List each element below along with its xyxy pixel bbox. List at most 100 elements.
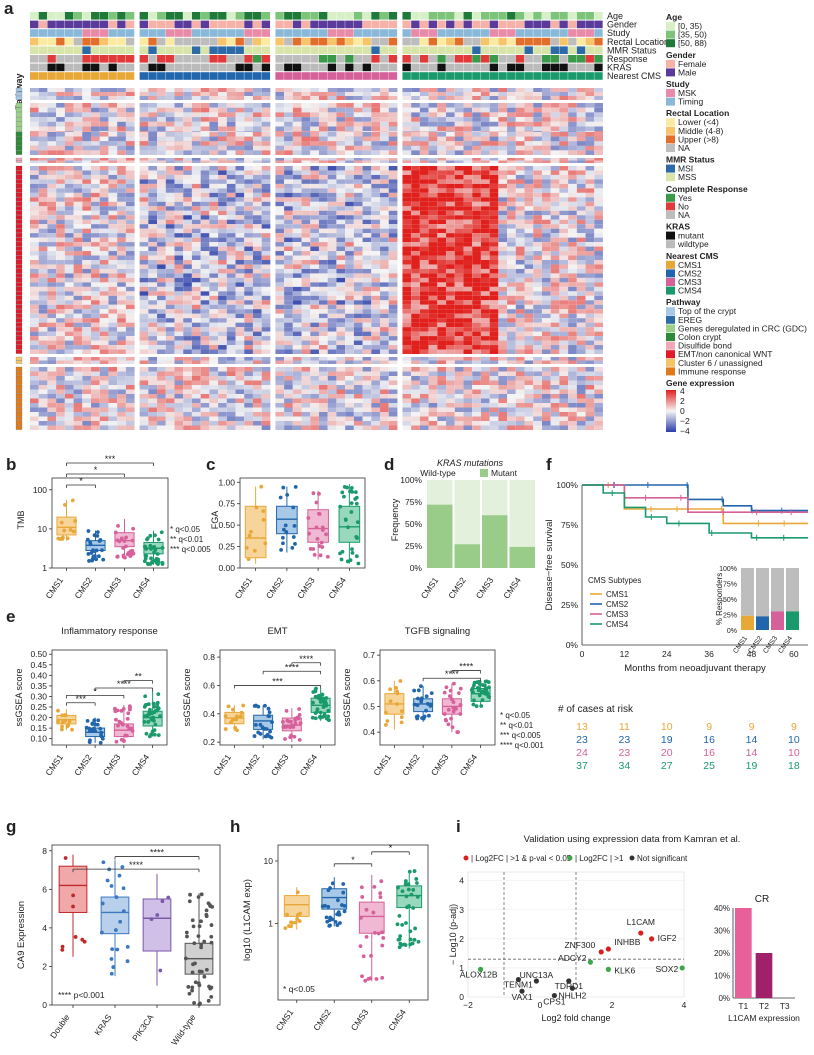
pathway-cell xyxy=(15,165,23,171)
heatmap-cell xyxy=(463,201,473,207)
heatmap-cell xyxy=(38,237,48,243)
heatmap-cell xyxy=(576,246,586,252)
annotation-cell xyxy=(568,29,577,37)
heatmap-cell xyxy=(139,210,149,216)
heatmap-cell xyxy=(244,160,253,163)
heatmap-cell xyxy=(550,188,560,193)
annotation-cell xyxy=(125,55,135,63)
heatmap-cell xyxy=(244,112,253,118)
heatmap-cell xyxy=(252,170,262,175)
heatmap-cell xyxy=(541,268,551,274)
heatmap-cell xyxy=(252,160,262,163)
heatmap-cell xyxy=(310,132,319,137)
heatmap-cell xyxy=(437,242,447,247)
heatmap-cell xyxy=(353,264,363,269)
heatmap-cell xyxy=(218,92,227,96)
annotation-cell xyxy=(47,46,56,54)
heatmap-cell xyxy=(218,183,227,189)
annotation-cell xyxy=(388,29,398,37)
heatmap-cell xyxy=(64,237,74,243)
heatmap-cell xyxy=(533,136,542,142)
heatmap-cell xyxy=(576,192,586,198)
heatmap-cell xyxy=(559,183,569,189)
annotation-cell xyxy=(541,63,551,72)
heatmap-cell xyxy=(463,273,473,278)
heatmap-cell xyxy=(463,268,473,274)
heatmap-cell xyxy=(419,349,429,354)
heatmap-cell xyxy=(498,268,508,274)
heatmap-cell xyxy=(327,273,337,278)
heatmap-cell xyxy=(345,174,354,180)
heatmap-cell xyxy=(64,192,74,198)
annotation-cell xyxy=(165,55,175,63)
annotation-cell xyxy=(437,63,446,72)
heatmap-cell xyxy=(428,336,438,341)
heatmap-cell xyxy=(47,260,57,265)
heatmap-cell xyxy=(310,371,319,376)
heatmap-cell xyxy=(82,264,91,269)
track-label: Gender xyxy=(607,20,637,30)
heatmap-cell xyxy=(463,331,473,337)
heatmap-cell xyxy=(73,126,83,132)
heatmap-cell xyxy=(226,360,236,364)
heatmap-cell xyxy=(226,385,236,390)
heatmap-cell xyxy=(301,255,311,260)
heatmap-cell xyxy=(428,121,438,127)
heatmap-cell xyxy=(362,371,372,376)
heatmap-cell xyxy=(284,340,293,346)
heatmap-cell xyxy=(437,103,447,108)
heatmap-cell xyxy=(292,246,302,252)
heatmap-cell xyxy=(244,132,253,137)
annotation-cell xyxy=(218,29,227,37)
annotation-cell xyxy=(568,12,577,20)
heatmap-cell xyxy=(568,160,577,163)
annotation-cell xyxy=(292,63,302,72)
heatmap-cell xyxy=(209,349,219,354)
heatmap-cell xyxy=(30,268,39,274)
heatmap-cell xyxy=(275,96,285,100)
heatmap-cell xyxy=(594,201,603,207)
heatmap-cell xyxy=(463,126,473,132)
heatmap-cell xyxy=(82,349,91,354)
heatmap-cell xyxy=(56,313,65,319)
annotation-cell xyxy=(125,20,135,29)
heatmap-cell xyxy=(437,117,447,122)
heatmap-cell xyxy=(541,376,551,381)
heatmap-cell xyxy=(319,277,328,283)
heatmap-cell xyxy=(362,179,372,184)
heatmap-cell xyxy=(56,371,65,376)
heatmap-cell xyxy=(498,309,508,314)
heatmap-cell xyxy=(183,112,192,118)
heatmap-cell xyxy=(275,201,285,207)
heatmap-cell xyxy=(559,126,569,132)
heatmap-cell xyxy=(454,141,464,146)
heatmap-cell xyxy=(125,233,135,238)
heatmap-cell xyxy=(594,237,603,243)
heatmap-cell xyxy=(568,192,577,198)
heatmap-cell xyxy=(371,313,380,319)
heatmap-cell xyxy=(209,291,219,296)
heatmap-cell xyxy=(550,166,560,171)
heatmap-cell xyxy=(319,291,328,296)
heatmap-cell xyxy=(507,88,516,92)
heatmap-cell xyxy=(336,237,346,243)
annotation-cell xyxy=(402,12,411,20)
heatmap-cell xyxy=(594,158,603,161)
heatmap-cell xyxy=(594,322,603,328)
heatmap-cell xyxy=(428,385,438,390)
heatmap-cell xyxy=(463,237,473,243)
heatmap-cell xyxy=(235,141,245,146)
heatmap-cell xyxy=(353,251,363,256)
heatmap-cell xyxy=(157,183,166,189)
heatmap-cell xyxy=(125,260,135,265)
heatmap-cell xyxy=(472,206,481,211)
heatmap-cell xyxy=(183,166,192,171)
heatmap-cell xyxy=(165,210,175,216)
pathway-cell xyxy=(15,356,23,361)
heatmap-cell xyxy=(524,179,534,184)
heatmap-cell xyxy=(235,246,245,252)
heatmap-cell xyxy=(541,282,551,287)
heatmap-cell xyxy=(30,322,39,328)
heatmap-cell xyxy=(327,174,337,180)
